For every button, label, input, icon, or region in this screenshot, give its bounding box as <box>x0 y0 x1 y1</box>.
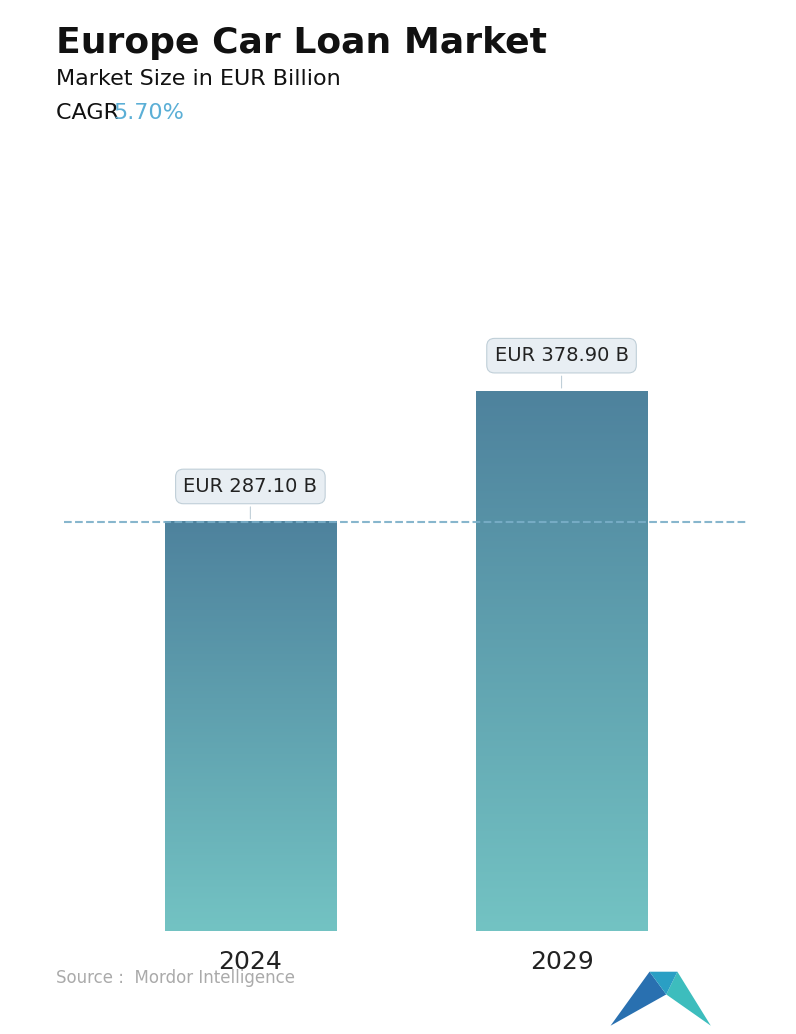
Text: 5.70%: 5.70% <box>113 103 184 123</box>
Text: Europe Car Loan Market: Europe Car Loan Market <box>56 26 547 60</box>
Polygon shape <box>611 972 666 1026</box>
Polygon shape <box>666 972 711 1026</box>
Text: CAGR: CAGR <box>56 103 133 123</box>
Text: EUR 378.90 B: EUR 378.90 B <box>494 346 629 388</box>
Polygon shape <box>650 972 677 995</box>
Text: Source :  Mordor Intelligence: Source : Mordor Intelligence <box>56 970 295 987</box>
Text: EUR 287.10 B: EUR 287.10 B <box>183 477 318 519</box>
Text: Market Size in EUR Billion: Market Size in EUR Billion <box>56 69 341 89</box>
